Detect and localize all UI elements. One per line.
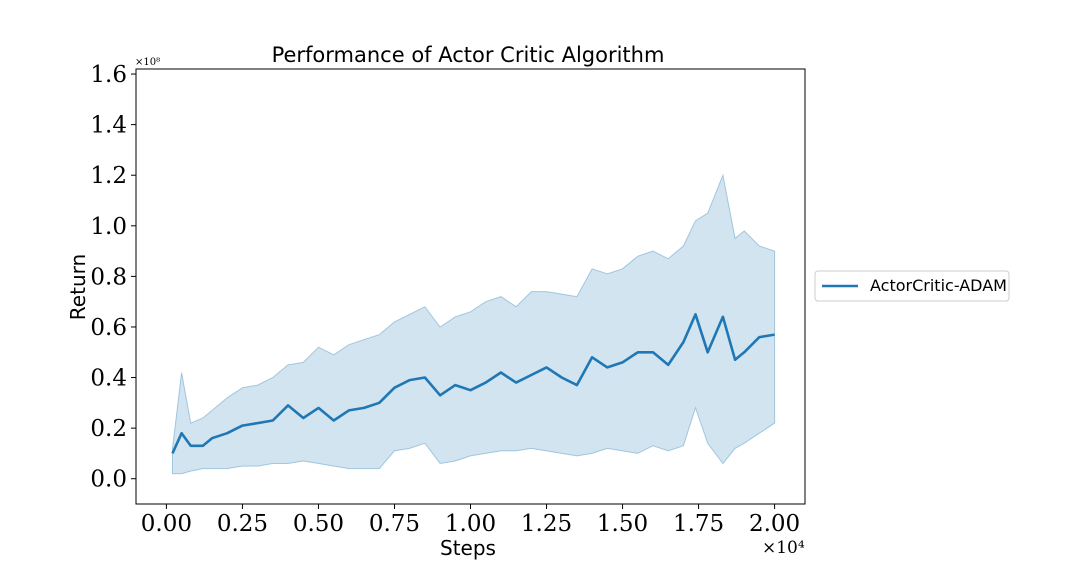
y-tick-label: 1.4 [90, 113, 127, 139]
y-tick-label: 1.6 [90, 62, 127, 88]
y-tick-label: 1.0 [90, 214, 127, 240]
x-offset-label: ×10⁴ [762, 538, 805, 558]
x-tick-label: 2.00 [749, 511, 800, 537]
legend: ActorCritic-ADAM [814, 270, 1010, 302]
x-axis-ticks: 0.00 0.25 0.50 0.75 1.00 1.25 1.50 1.75 2.00 [141, 504, 800, 537]
x-tick-label: 0.50 [293, 511, 344, 537]
y-axis-label: Return [66, 254, 90, 320]
x-tick-label: 1.50 [597, 511, 648, 537]
y-tick-label: 0.6 [90, 315, 127, 341]
x-tick-label: 0.25 [217, 511, 268, 537]
y-offset-label: ×10⁸ [135, 57, 160, 68]
legend-label-actorcritic-adam: ActorCritic-ADAM [870, 276, 1007, 295]
y-tick-label: 0.4 [90, 366, 127, 392]
x-tick-label: 1.00 [445, 511, 496, 537]
y-axis-ticks: 0.0 0.2 0.4 0.6 0.8 1.0 1.2 1.4 1.6 [90, 62, 136, 493]
chart-title: Performance of Actor Critic Algorithm [272, 43, 665, 67]
y-tick-label: 1.2 [90, 163, 127, 189]
y-tick-label: 0.8 [90, 264, 127, 290]
y-tick-label: 0.0 [90, 467, 127, 493]
y-tick-label: 0.2 [90, 416, 127, 442]
series-confidence-band [172, 173, 776, 475]
x-tick-label: 1.75 [673, 511, 724, 537]
plot-area [135, 68, 806, 505]
series-line [171, 313, 775, 454]
x-tick-label: 0.75 [369, 511, 420, 537]
x-tick-label: 0.00 [141, 511, 192, 537]
legend-box [814, 270, 1010, 302]
x-axis-label: Steps [440, 536, 496, 560]
x-tick-label: 1.25 [521, 511, 572, 537]
